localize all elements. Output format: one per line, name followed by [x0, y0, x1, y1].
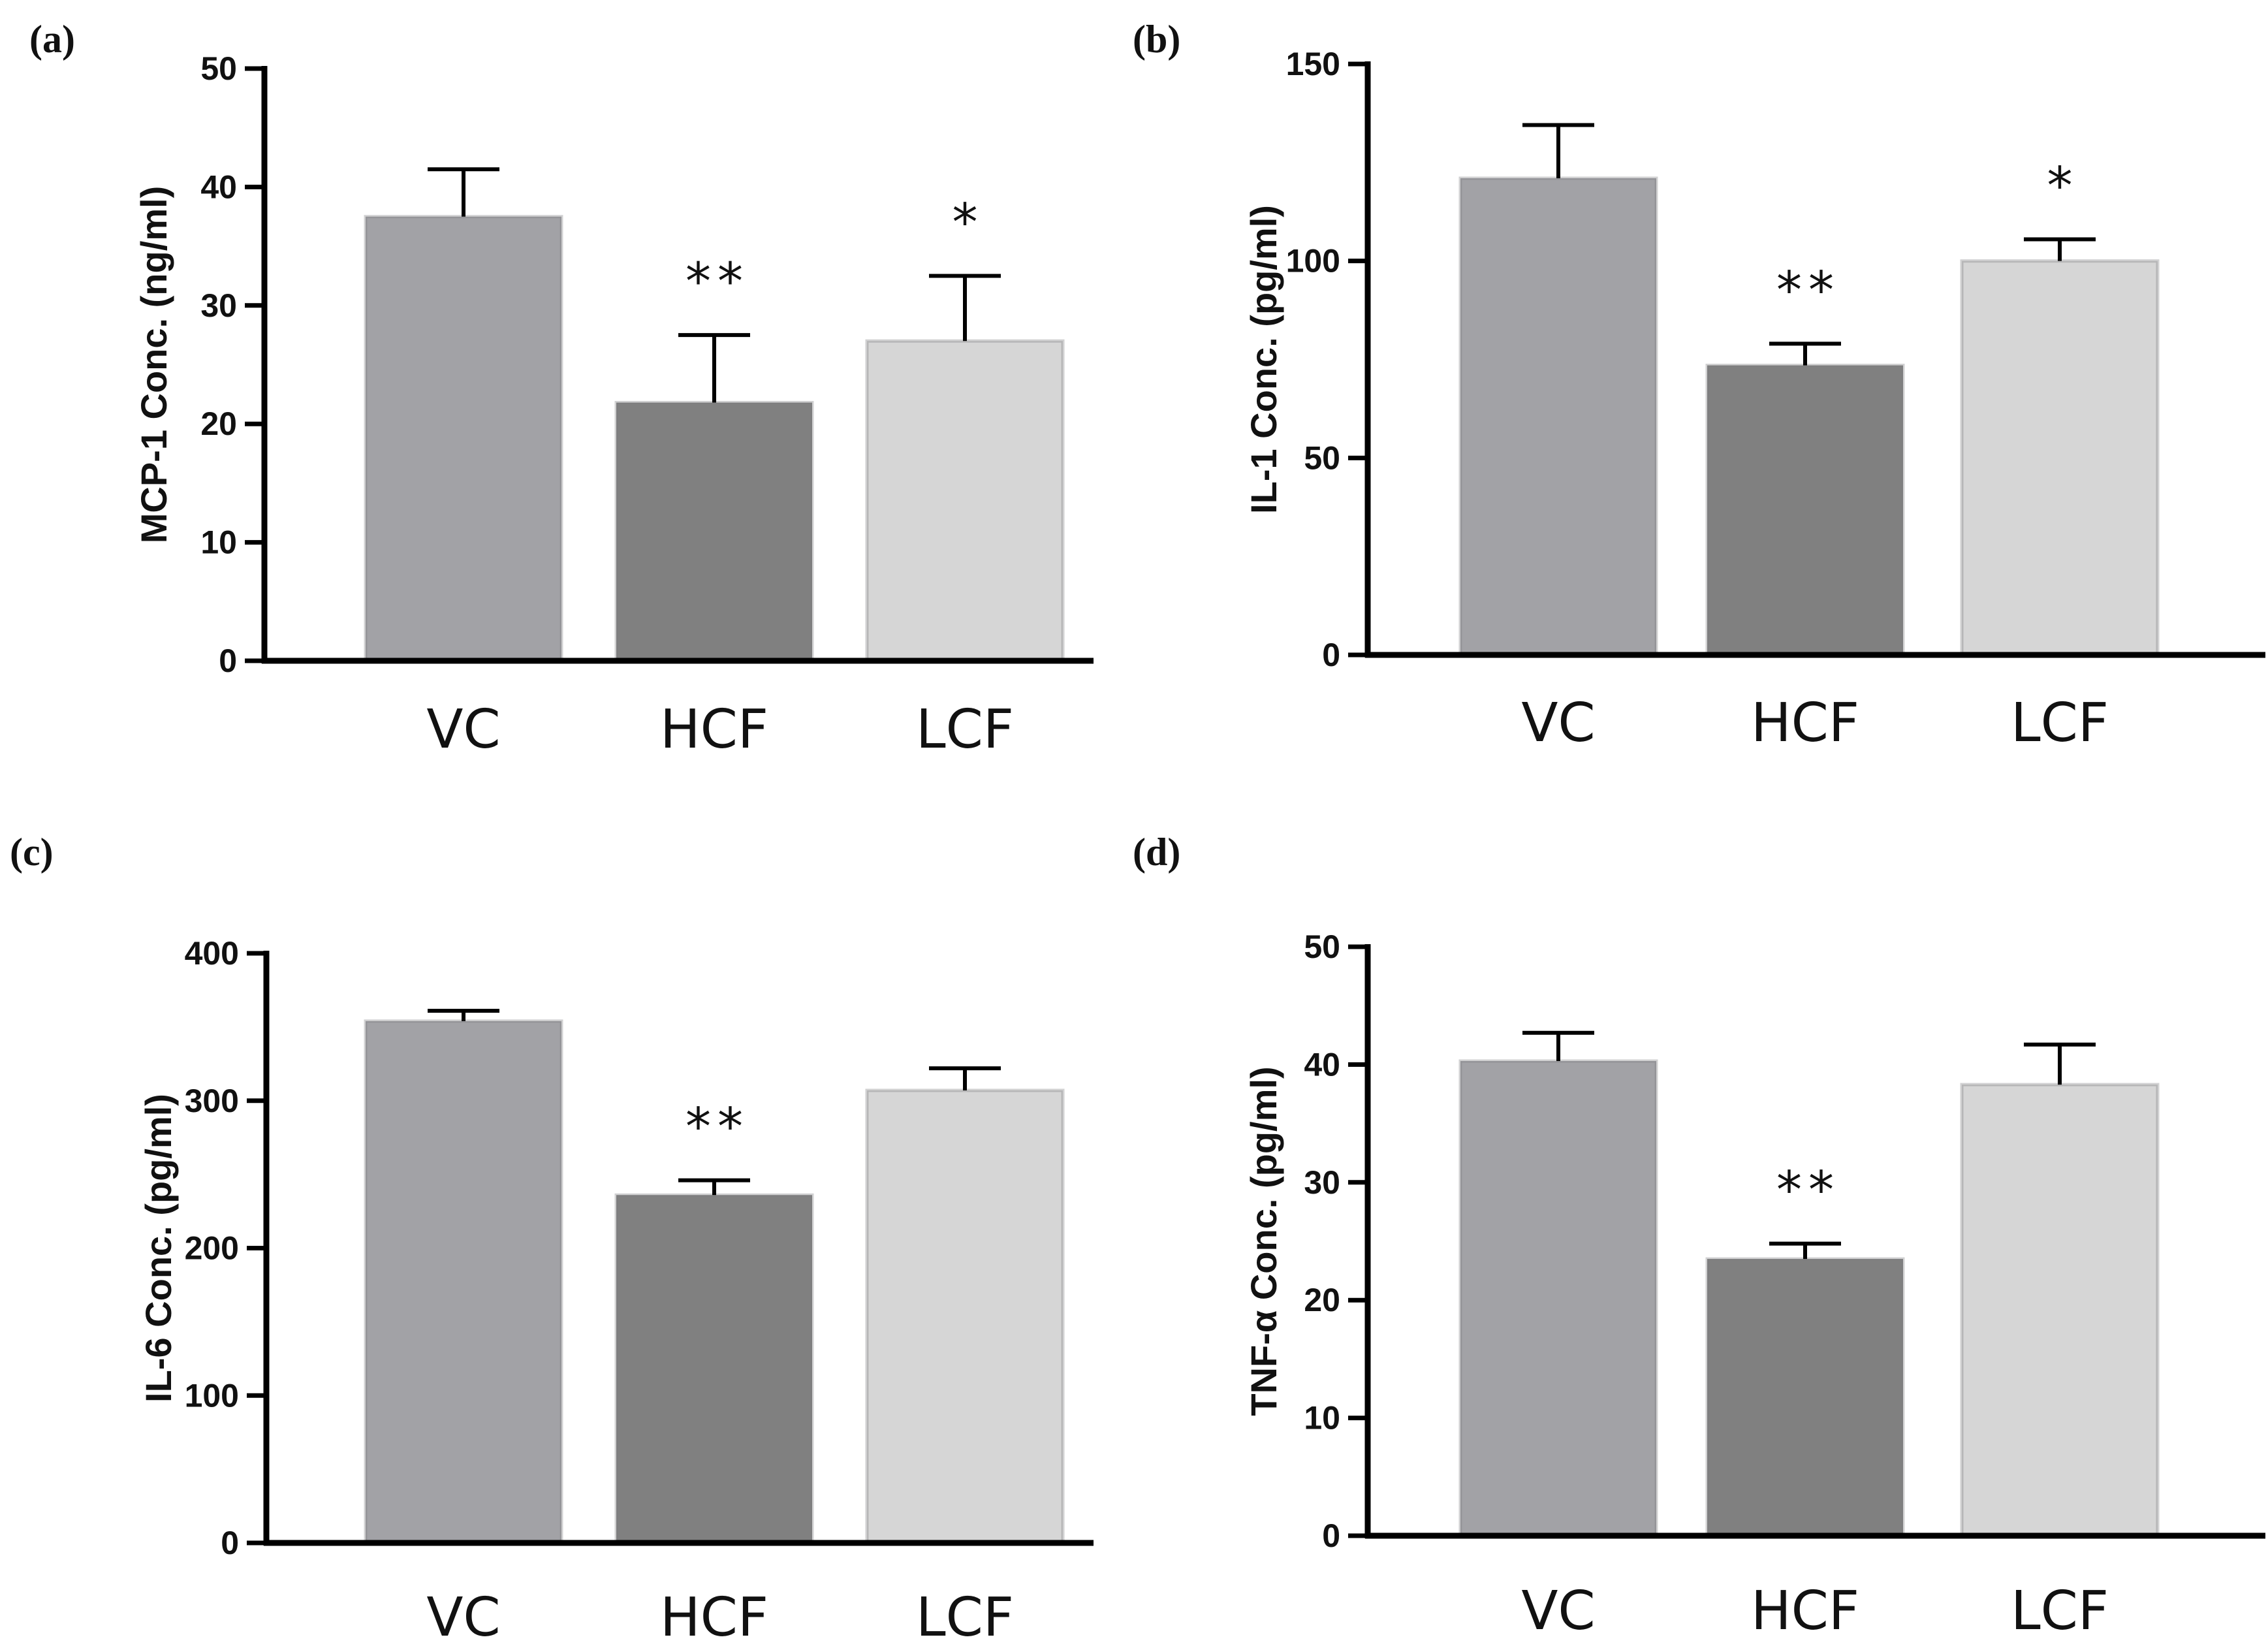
bar-vc: [364, 1019, 563, 1545]
chart-panel-a: (a) VC ** HCF * LCF 0 10 20 30 40 50 MCP-1 Conc. (ng…: [29, 18, 1094, 761]
bar-hcf: [1705, 364, 1905, 657]
bar-vc: [1458, 1059, 1658, 1538]
y-axis-label: IL-6 Conc. (pg/ml): [138, 1094, 179, 1403]
x-tick-label-vc: VC: [426, 1587, 500, 1649]
y-tick-label: 100: [1286, 243, 1340, 279]
y-tick-label: 10: [1304, 1400, 1340, 1436]
bar-hcf: [1705, 1257, 1905, 1538]
chart-panel-b: (b) VC ** HCF * LCF 0 50 100 150 IL-1 Conc. (pg/ml…: [1133, 18, 2265, 754]
y-tick-label: 0: [221, 1525, 239, 1561]
y-tick-label: 20: [1304, 1282, 1340, 1318]
y-tick-label: 150: [1286, 46, 1340, 82]
y-tick-label: 50: [1304, 928, 1340, 965]
y-tick-label: 0: [219, 643, 237, 679]
x-tick-label-hcf: HCF: [660, 699, 768, 761]
x-tick-label-lcf: LCF: [2011, 1580, 2109, 1642]
y-tick-label: 0: [1322, 1517, 1340, 1554]
bar-hcf: [614, 401, 814, 663]
x-tick-label-vc: VC: [426, 699, 500, 761]
y-tick-label: 30: [1304, 1164, 1340, 1201]
y-axis-label: TNF-α Conc. (pg/ml): [1243, 1066, 1284, 1416]
bar-hcf: [614, 1193, 814, 1545]
y-tick-label: 100: [185, 1377, 239, 1414]
x-tick-label-vc: VC: [1521, 1580, 1595, 1642]
y-tick-label: 0: [1322, 637, 1340, 673]
y-tick-label: 30: [200, 287, 237, 324]
panel-label: (c): [10, 831, 54, 874]
significance-marker-hcf: **: [685, 253, 749, 311]
panel-label: (a): [29, 18, 75, 61]
y-axis-label: MCP-1 Conc. (ng/ml): [133, 186, 174, 544]
chart-panel-d: (d) VC ** HCF LCF 0 10 20 30 40 50 TNF-α Conc. (pg/…: [1133, 831, 2265, 1642]
y-tick-label: 400: [185, 935, 239, 972]
y-axis-label: IL-1 Conc. (pg/ml): [1243, 205, 1284, 514]
y-tick-label: 40: [1304, 1046, 1340, 1083]
y-tick-label: 50: [1304, 439, 1340, 476]
x-tick-label-hcf: HCF: [1751, 692, 1859, 754]
bar-lcf: [1960, 259, 2160, 657]
x-tick-label-lcf: LCF: [916, 699, 1014, 761]
panel-label: (d): [1133, 831, 1180, 874]
chart-panel-c: (c) VC ** HCF LCF 0 100 200 300 400 IL-6 Conc. (pg…: [10, 831, 1094, 1649]
bar-lcf: [1960, 1083, 2160, 1538]
y-tick-label: 10: [200, 524, 237, 561]
panel-label: (b): [1133, 18, 1180, 61]
significance-marker-hcf: **: [1776, 1162, 1840, 1220]
y-tick-label: 300: [185, 1083, 239, 1119]
x-tick-label-hcf: HCF: [660, 1587, 768, 1649]
significance-marker-hcf: **: [685, 1098, 749, 1157]
y-tick-label: 200: [185, 1230, 239, 1267]
bar-vc: [1458, 176, 1658, 657]
y-tick-label: 20: [200, 405, 237, 442]
significance-marker-lcf: *: [2047, 157, 2079, 215]
bar-lcf: [865, 339, 1065, 663]
bar-lcf: [865, 1088, 1065, 1545]
x-tick-label-lcf: LCF: [916, 1587, 1014, 1649]
y-tick-label: 40: [200, 168, 237, 205]
x-tick-label-hcf: HCF: [1751, 1580, 1859, 1642]
significance-marker-lcf: *: [953, 193, 984, 252]
significance-marker-hcf: **: [1776, 261, 1840, 320]
bar-vc: [364, 215, 563, 663]
y-tick-label: 50: [200, 50, 237, 87]
x-tick-label-vc: VC: [1521, 692, 1595, 754]
x-tick-label-lcf: LCF: [2011, 692, 2109, 754]
